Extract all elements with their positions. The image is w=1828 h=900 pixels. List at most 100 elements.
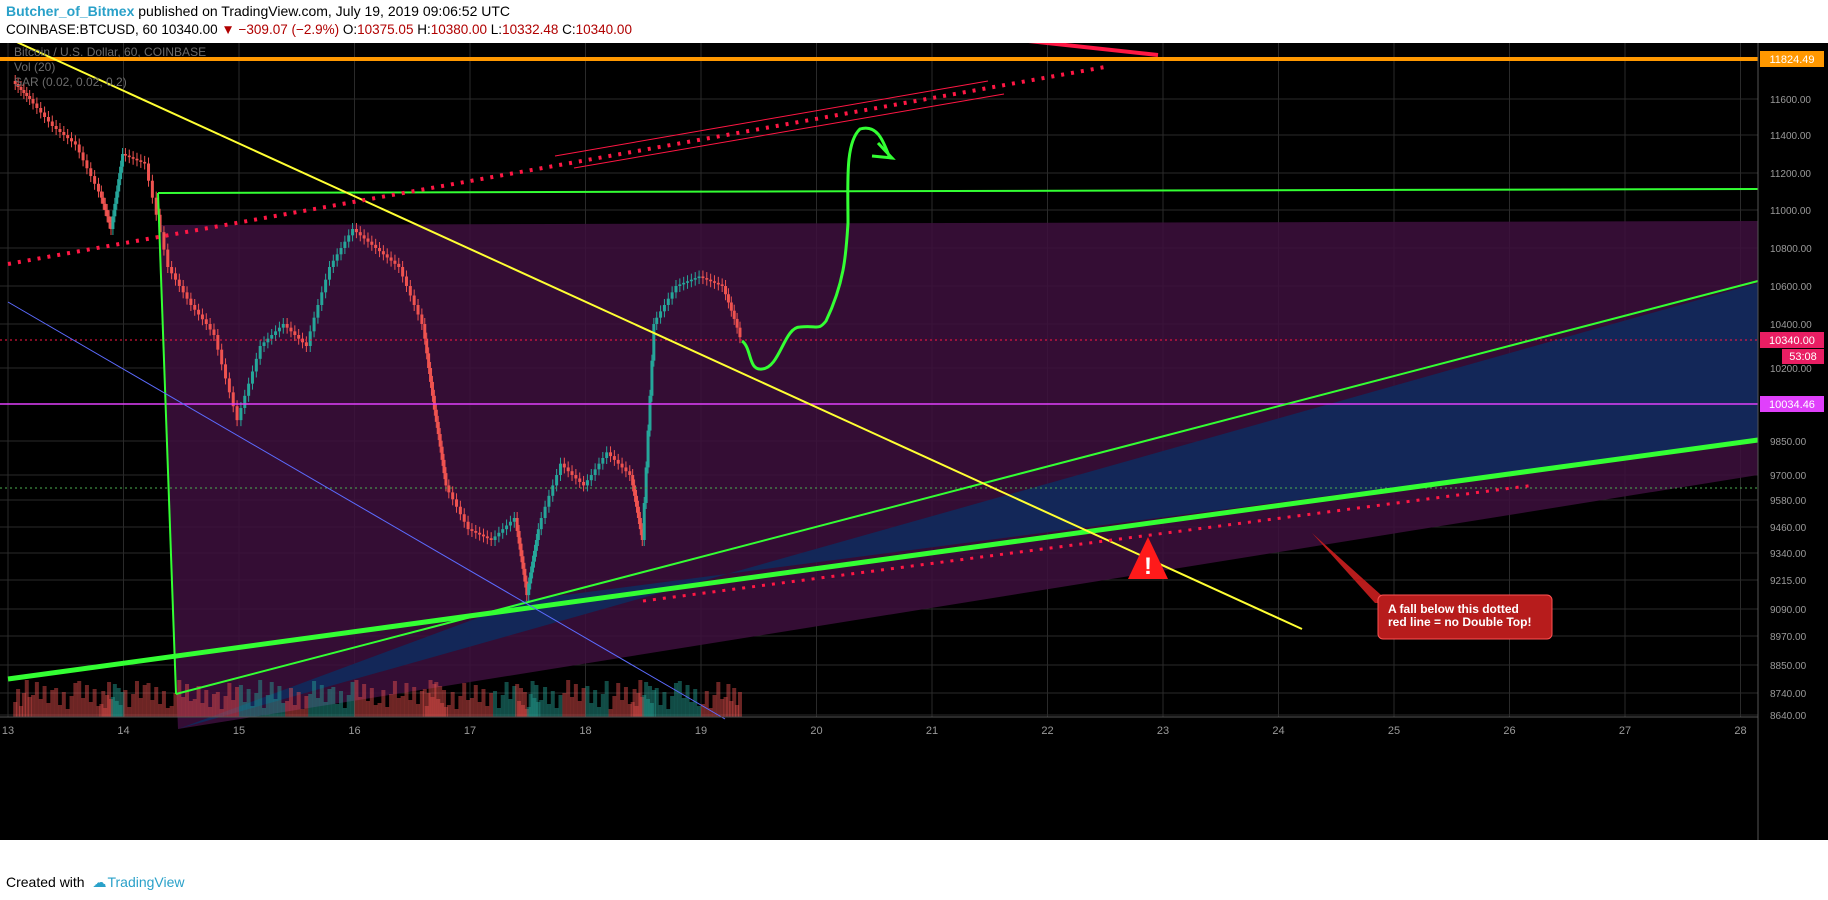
volume-bar	[292, 705, 297, 717]
volume-bar	[689, 702, 694, 717]
volume-bar	[381, 690, 386, 717]
candle-body	[250, 371, 254, 384]
candle-body	[628, 471, 632, 475]
candle-body	[716, 282, 720, 285]
volume-bar	[589, 703, 594, 717]
volume-bar	[27, 697, 32, 717]
candle-body	[650, 360, 654, 396]
volume-bar	[296, 692, 301, 717]
x-tick-label: 22	[1041, 725, 1053, 737]
candle-body	[389, 257, 393, 261]
candle-body	[566, 467, 570, 472]
candle-body	[224, 364, 228, 379]
low-value: 10332.48	[502, 22, 559, 37]
volume-bar	[377, 703, 382, 717]
candle-body	[89, 168, 93, 177]
volume-bar	[473, 685, 478, 717]
candle-body	[508, 521, 512, 526]
volume-bar	[123, 690, 128, 717]
volume-bar	[50, 690, 55, 717]
candle-body	[101, 197, 105, 204]
candle-body	[150, 180, 154, 198]
candle-body	[701, 276, 705, 279]
candle-body	[682, 282, 686, 285]
candle-body	[46, 117, 50, 122]
candle-body	[127, 155, 131, 158]
tradingview-logo-icon[interactable]: ☁	[92, 874, 107, 890]
candle-body	[139, 160, 143, 162]
author-name[interactable]: Butcher_of_Bitmex	[6, 3, 135, 19]
candle-body	[601, 458, 605, 464]
price-chart[interactable]: ! A fall below this dotted red line = no…	[0, 37, 1828, 840]
volume-bar	[604, 681, 609, 717]
candle-body	[529, 572, 533, 584]
volume-bar	[365, 701, 370, 717]
candle-body	[354, 229, 358, 233]
candle-body	[312, 317, 316, 332]
y-tick-label: 10600.00	[1770, 282, 1812, 293]
candle-body	[466, 521, 470, 530]
candle-body	[301, 338, 305, 343]
candle-body	[77, 144, 81, 153]
countdown-tag	[1782, 349, 1824, 364]
volume-bar	[446, 705, 451, 717]
volume-bar	[181, 697, 186, 717]
volume-bar	[392, 681, 397, 717]
y-tick-label: 9340.00	[1770, 549, 1807, 560]
tradingview-link[interactable]: TradingView	[107, 874, 185, 890]
volume-bar	[627, 704, 632, 717]
candle-body	[462, 514, 466, 522]
candle-body	[316, 305, 320, 318]
candle-body	[436, 421, 440, 435]
candle-body	[597, 463, 601, 470]
candle-body	[429, 368, 433, 382]
y-tick-label: 10400.00	[1770, 320, 1812, 331]
candle-body	[432, 395, 436, 410]
candle-body	[536, 529, 540, 540]
chart-area[interactable]: ! A fall below this dotted red line = no…	[0, 37, 1828, 840]
x-tick-label: 26	[1503, 725, 1515, 737]
volume-bar	[408, 700, 413, 717]
candle-body	[423, 324, 427, 339]
open-value: 10375.05	[357, 22, 414, 37]
volume-bar	[196, 686, 201, 717]
volume-bar	[277, 686, 282, 717]
y-tick-label: 10200.00	[1770, 364, 1812, 375]
candle-body	[320, 292, 324, 305]
volume-bar	[389, 694, 394, 717]
volume-bar	[608, 709, 613, 717]
volume-bar	[219, 709, 224, 717]
volume-bar	[16, 689, 21, 717]
candle-body	[22, 90, 26, 93]
candle-body	[493, 536, 497, 540]
volume-bar	[539, 700, 544, 717]
candle-body	[304, 342, 308, 346]
x-tick-label: 24	[1272, 725, 1284, 737]
volume-bar	[636, 693, 641, 717]
volume-bar	[644, 682, 649, 717]
volume-bar	[534, 685, 539, 717]
volume-bar	[530, 681, 535, 717]
volume-bar	[438, 686, 443, 717]
volume-bar	[532, 698, 537, 717]
volume-bar	[681, 698, 686, 717]
candle-body	[735, 318, 739, 328]
y-tick-label: 10800.00	[1770, 244, 1812, 255]
candle-body	[578, 478, 582, 482]
volume-bar	[34, 682, 39, 717]
candle-body	[574, 475, 578, 479]
price-axis[interactable]	[1758, 43, 1828, 840]
volume-bar	[436, 699, 441, 717]
volume-bar	[231, 700, 236, 717]
volume-bar	[105, 695, 110, 717]
volume-bar	[204, 690, 209, 717]
volume-bar	[262, 708, 267, 717]
legend-volume: Vol (20)	[14, 60, 55, 74]
candle-body	[652, 324, 656, 361]
channel-upper-line	[175, 280, 1759, 695]
candle-body	[648, 395, 652, 431]
candle-body	[170, 267, 174, 274]
volume-bar	[485, 706, 490, 717]
volume-bar	[273, 699, 278, 717]
chart-footer: Created with ☁TradingView	[0, 860, 1828, 900]
